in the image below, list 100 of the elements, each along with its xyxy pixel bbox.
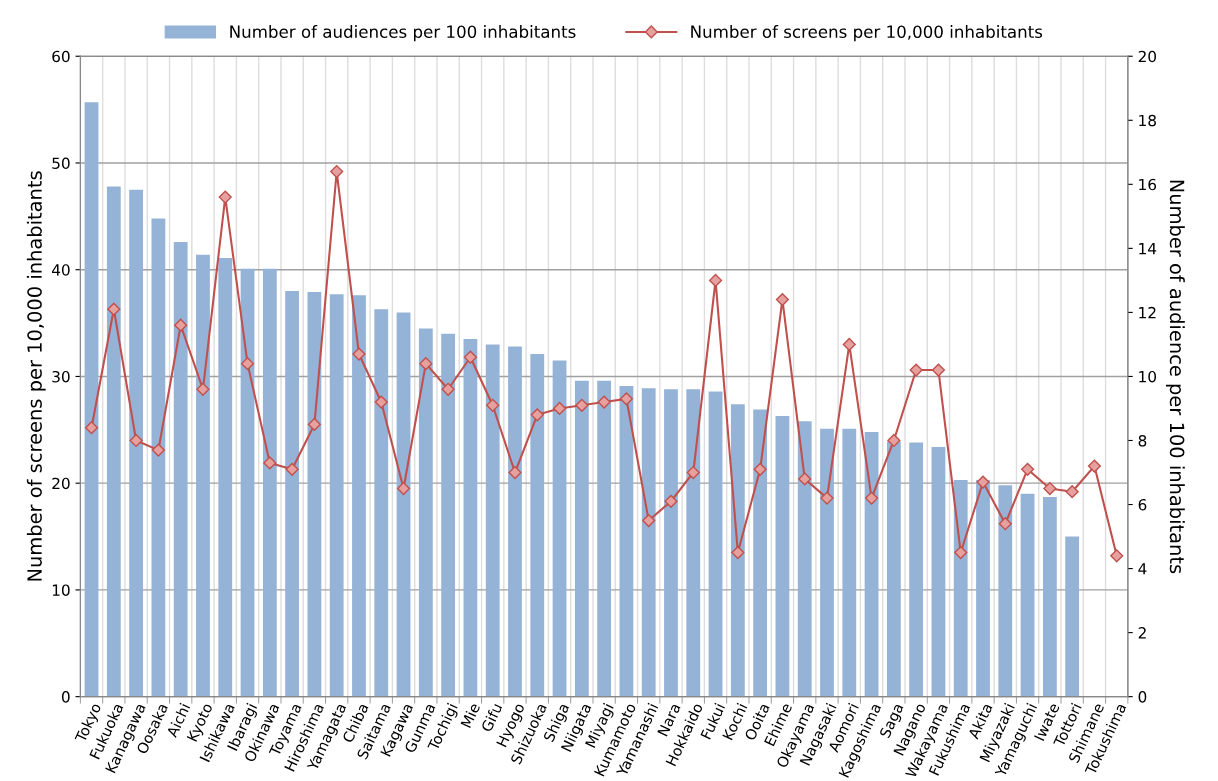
point xyxy=(731,545,745,560)
bar xyxy=(597,380,612,697)
bar xyxy=(240,268,255,697)
y-tick-label: 0 xyxy=(61,691,70,703)
point xyxy=(575,398,589,412)
bar xyxy=(352,295,366,697)
bar xyxy=(463,339,478,697)
point xyxy=(151,443,165,457)
bar xyxy=(864,431,879,697)
bar xyxy=(886,441,901,697)
y2-tick-label: 8 xyxy=(1138,434,1147,447)
point xyxy=(218,190,232,204)
bar xyxy=(441,333,456,697)
point xyxy=(664,494,678,508)
bar xyxy=(753,409,768,697)
point xyxy=(285,462,299,476)
point xyxy=(463,350,477,364)
point xyxy=(909,363,923,377)
point xyxy=(129,433,143,448)
x-tick-label: Mie xyxy=(460,702,481,729)
point xyxy=(642,513,656,528)
bar xyxy=(1020,493,1035,697)
bar xyxy=(574,380,589,697)
bar xyxy=(708,391,723,697)
bar xyxy=(775,415,790,697)
bar xyxy=(931,446,946,697)
point xyxy=(396,481,411,496)
point xyxy=(352,347,366,361)
point xyxy=(842,337,856,352)
y-tick-label: 40 xyxy=(51,264,70,276)
bar xyxy=(953,479,968,697)
point xyxy=(597,395,611,409)
point xyxy=(263,456,277,470)
point xyxy=(954,545,968,560)
point xyxy=(686,465,700,480)
point xyxy=(84,421,99,435)
bar xyxy=(84,102,99,697)
bar xyxy=(508,346,522,697)
point xyxy=(552,401,567,416)
point xyxy=(1087,459,1102,473)
bar xyxy=(173,241,188,697)
point xyxy=(174,318,188,332)
y-tick-label: 20 xyxy=(52,477,70,490)
point xyxy=(1043,481,1057,496)
point xyxy=(1110,549,1124,563)
y2-tick-label: 2 xyxy=(1138,627,1146,639)
y2-tick-label: 4 xyxy=(1138,563,1147,575)
bar xyxy=(976,479,990,697)
point xyxy=(753,462,767,476)
y-tick-label: 60 xyxy=(52,50,70,63)
y-tick-label: 30 xyxy=(52,370,70,383)
point xyxy=(931,363,946,377)
point xyxy=(798,472,812,486)
point xyxy=(240,357,255,371)
bar xyxy=(820,428,834,697)
legend-label: Number of screens per 10,000 inhabitants xyxy=(691,25,1043,42)
bar xyxy=(530,354,545,697)
point xyxy=(419,357,433,371)
bar xyxy=(641,388,656,697)
y-tick-label: 50 xyxy=(52,157,70,169)
point xyxy=(887,433,901,448)
y-tick-label: 10 xyxy=(52,584,70,596)
bar xyxy=(998,485,1013,697)
y2-tick-label: 6 xyxy=(1138,498,1147,511)
bar xyxy=(129,189,144,697)
point xyxy=(107,302,121,316)
y2-tick-label: 0 xyxy=(1138,691,1147,703)
point xyxy=(1065,485,1079,499)
y2-tick-label: 12 xyxy=(1139,306,1156,319)
point xyxy=(976,475,990,489)
bar xyxy=(619,386,634,697)
bar xyxy=(418,328,433,697)
point xyxy=(374,395,388,409)
point xyxy=(486,398,500,412)
point xyxy=(619,392,634,406)
bar xyxy=(106,186,121,697)
bar xyxy=(396,312,411,697)
y-axis-title: Number of screens per 10,000 inhabitants xyxy=(26,171,46,581)
point xyxy=(441,382,455,396)
point xyxy=(530,408,544,422)
y2-tick-label: 18 xyxy=(1139,114,1156,127)
bar xyxy=(374,309,389,697)
bar xyxy=(552,360,567,697)
bar xyxy=(285,291,300,697)
y2-axis-title: Number of audience per 100 inhabitants xyxy=(1165,180,1185,574)
bar xyxy=(262,268,277,697)
point xyxy=(307,417,321,432)
point xyxy=(708,273,723,287)
bar xyxy=(485,344,500,697)
bar xyxy=(218,257,233,697)
point xyxy=(864,491,879,505)
y2-tick-label: 16 xyxy=(1139,178,1157,191)
bar xyxy=(730,404,745,697)
legend-label: Number of audiences per 100 inhabitants xyxy=(230,25,576,42)
bar xyxy=(307,292,322,697)
point xyxy=(820,491,834,505)
point xyxy=(330,164,344,179)
y2-tick-label: 14 xyxy=(1139,243,1157,255)
bar xyxy=(909,442,924,697)
point xyxy=(775,293,790,307)
